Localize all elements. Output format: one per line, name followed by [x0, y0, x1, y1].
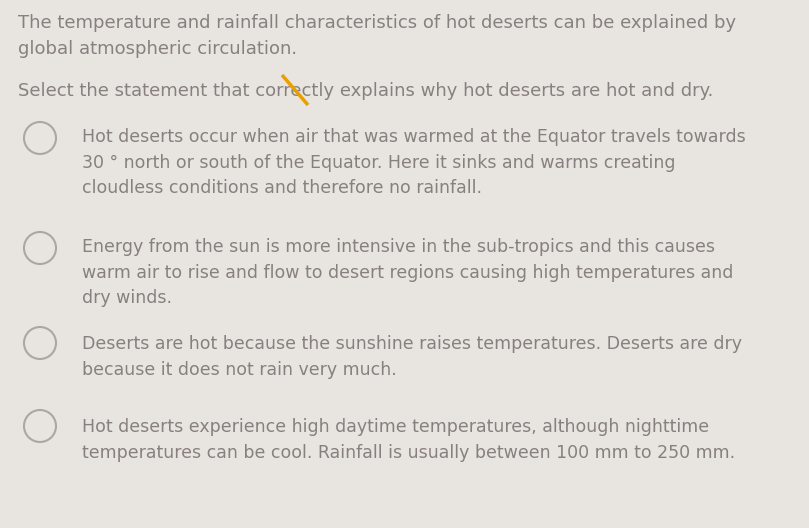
Circle shape	[24, 122, 56, 154]
Text: Select the statement that correctly explains why hot deserts are hot and dry.: Select the statement that correctly expl…	[18, 82, 714, 100]
Text: The temperature and rainfall characteristics of hot deserts can be explained by
: The temperature and rainfall characteris…	[18, 14, 736, 58]
Text: Deserts are hot because the sunshine raises temperatures. Deserts are dry
becaus: Deserts are hot because the sunshine rai…	[82, 335, 742, 379]
Circle shape	[24, 232, 56, 264]
Text: Energy from the sun is more intensive in the sub-tropics and this causes
warm ai: Energy from the sun is more intensive in…	[82, 238, 734, 307]
Text: Hot deserts experience high daytime temperatures, although nighttime
temperature: Hot deserts experience high daytime temp…	[82, 418, 735, 461]
Circle shape	[24, 410, 56, 442]
Text: Hot deserts occur when air that was warmed at the Equator travels towards
30 ° n: Hot deserts occur when air that was warm…	[82, 128, 746, 197]
Circle shape	[24, 327, 56, 359]
